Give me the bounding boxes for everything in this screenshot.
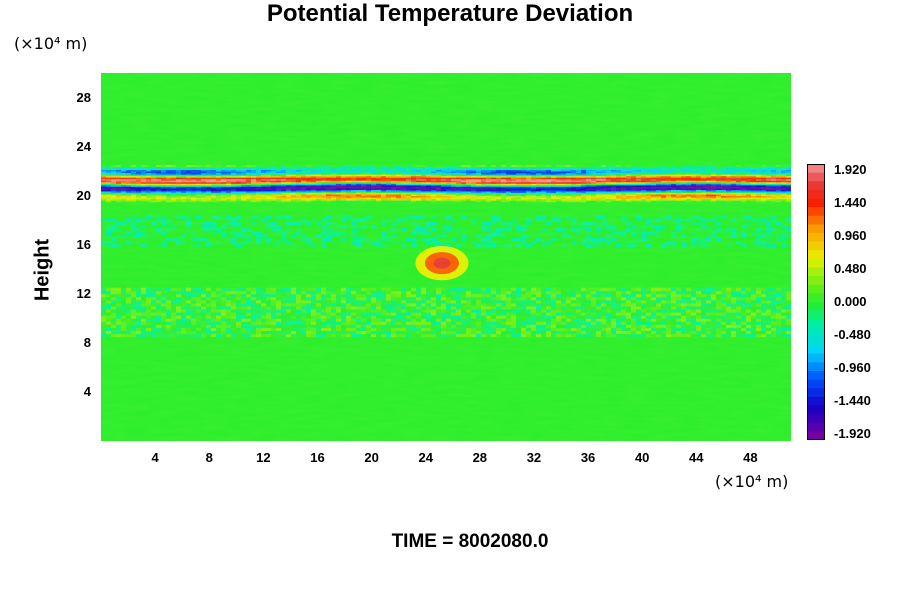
x-tick-label: 44 [689, 450, 704, 465]
x-tick-label: 16 [310, 450, 325, 465]
x-tick-label: 24 [418, 450, 433, 465]
x-tick-label: 48 [743, 450, 758, 465]
x-tick-label: 12 [256, 450, 271, 465]
y-axis-unit: (×10⁴ m) [14, 34, 88, 53]
x-tick-label: 20 [364, 450, 379, 465]
x-tick-label: 40 [634, 450, 650, 465]
y-tick-label: 12 [76, 285, 91, 301]
plot-area [101, 73, 791, 441]
chart-title: Potential Temperature Deviation [266, 0, 634, 27]
y-tick-label: 28 [76, 89, 91, 105]
heatmap-canvas [101, 73, 791, 441]
y-tick-label: 4 [83, 383, 91, 399]
heatmap-layer [101, 73, 791, 441]
x-tick-label: 36 [580, 450, 596, 465]
y-axis-label: Height [31, 238, 54, 302]
x-tick-label: 8 [205, 450, 213, 465]
y-tick-label: 8 [83, 334, 91, 350]
x-tick-label: 4 [151, 450, 159, 465]
x-tick-label: 28 [472, 450, 488, 465]
y-tick-label: 16 [76, 236, 91, 252]
y-tick-label: 24 [76, 138, 91, 154]
y-tick-label: 20 [76, 187, 91, 203]
x-tick-label: 32 [526, 450, 542, 465]
